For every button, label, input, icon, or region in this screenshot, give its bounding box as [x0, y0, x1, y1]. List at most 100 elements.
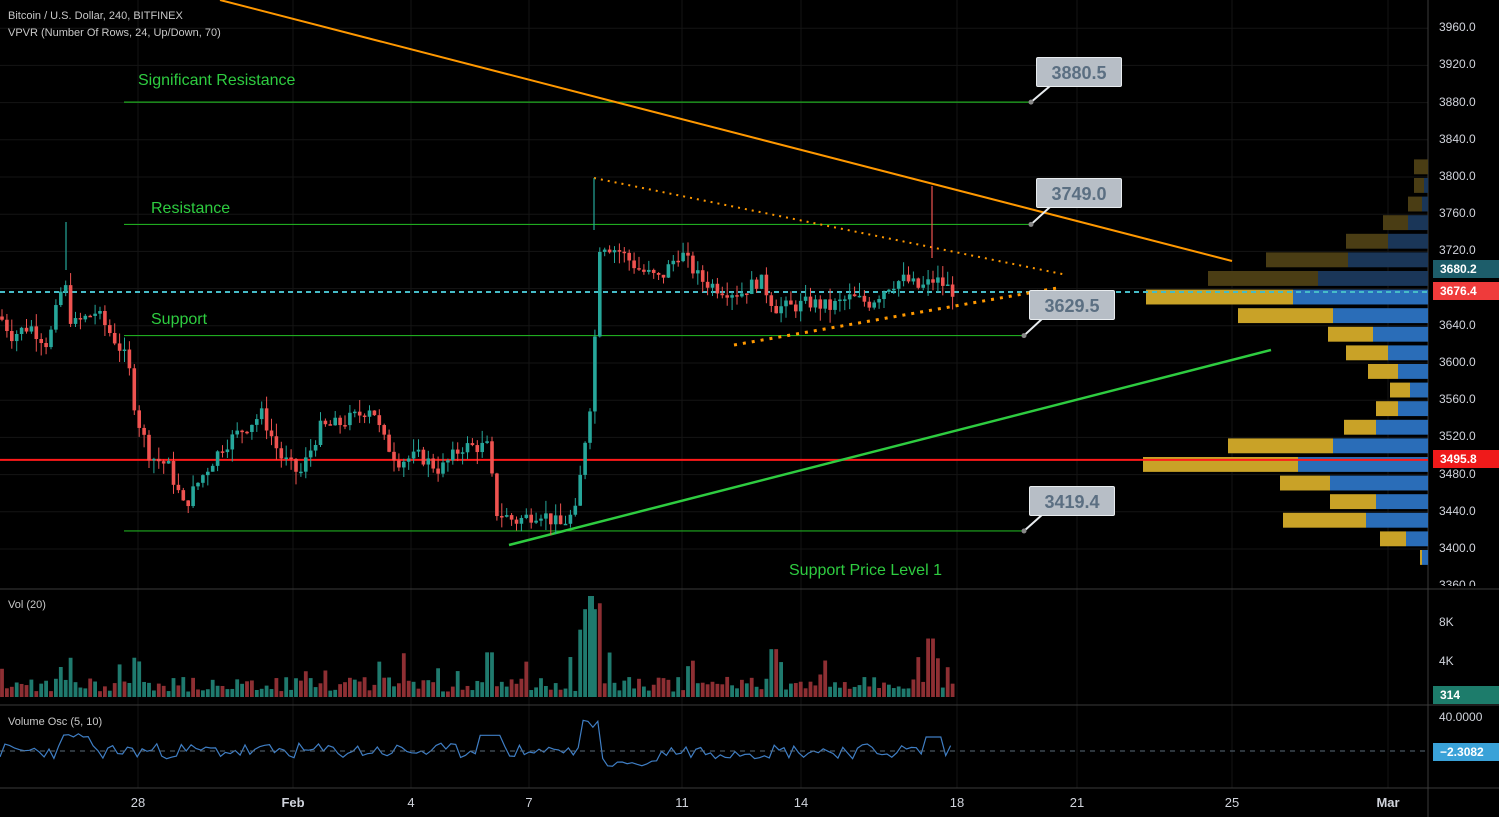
candle-up — [524, 514, 529, 518]
volume-bar — [862, 677, 867, 697]
volume-bar — [637, 678, 641, 697]
volume-bar — [877, 687, 881, 697]
candle-up — [416, 449, 421, 452]
orange-dotted-lower — [733, 286, 1058, 347]
candle-down — [176, 484, 181, 491]
candle-up — [583, 442, 587, 475]
volume-bar — [813, 685, 818, 697]
volume-bar — [759, 689, 764, 697]
candle-up — [813, 299, 818, 308]
candle-down — [455, 449, 460, 454]
volume-bar — [338, 684, 342, 697]
volume-bar — [0, 668, 4, 697]
candle-down — [264, 408, 269, 431]
volume-bar — [627, 677, 632, 697]
price-tick: 3840.0 — [1439, 131, 1476, 146]
callout-3419[interactable]: 3419.4 — [1029, 486, 1115, 516]
candle-up — [299, 471, 303, 474]
date-tick: 14 — [793, 795, 809, 810]
candle-up — [921, 284, 925, 288]
volume-bar — [617, 690, 622, 697]
volume-bar — [9, 686, 14, 697]
candle-down — [794, 304, 798, 312]
vpvr-down-bar — [1414, 178, 1424, 193]
date-tick: 7 — [525, 795, 533, 810]
price-tick: 3560.0 — [1439, 392, 1476, 407]
oscillator-last-badge: −2.3082 — [1433, 743, 1499, 761]
candle-up — [230, 434, 235, 450]
price-tick: 3520.0 — [1439, 429, 1476, 444]
callout-3880[interactable]: 3880.5 — [1036, 57, 1122, 87]
candle-down — [39, 339, 43, 344]
volume-bar — [318, 683, 323, 697]
candle-up — [49, 329, 53, 348]
volume-bar — [421, 680, 426, 697]
candle-up — [63, 285, 68, 292]
volume-bar — [671, 691, 676, 697]
oscillator-pane-label[interactable]: Volume Osc (5, 10) — [8, 716, 103, 728]
vpvr-up-bar — [1293, 289, 1428, 305]
vpvr-down-bar — [1266, 252, 1348, 268]
candle-down — [627, 252, 631, 261]
volume-bar — [715, 683, 720, 697]
volume-bar — [710, 681, 715, 697]
candle-up — [563, 523, 568, 526]
callout-anchor — [1021, 333, 1027, 339]
volume-bar — [945, 667, 950, 697]
candle-up — [877, 299, 881, 303]
volume-bar — [465, 685, 470, 697]
volume-bar — [823, 660, 828, 697]
annotation-significant-resistance[interactable]: Significant Resistance — [138, 72, 296, 89]
candle-down — [490, 441, 494, 474]
volume-bar — [921, 681, 926, 697]
volume-bar — [34, 691, 39, 697]
callout-3749[interactable]: 3749.0 — [1036, 178, 1122, 208]
candle-down — [764, 274, 769, 296]
volume-bar — [343, 682, 347, 697]
candle-up — [803, 296, 808, 301]
candle-down — [720, 293, 725, 296]
volume-bar — [578, 629, 583, 697]
volume-bar — [583, 609, 587, 697]
candle-down — [137, 410, 141, 428]
candle-down — [715, 283, 720, 294]
volume-bar — [73, 682, 78, 697]
vpvr-up-bar — [1424, 178, 1428, 193]
annotation-support-level-1[interactable]: Support Price Level 1 — [789, 562, 942, 579]
vpvr-indicator-label[interactable]: VPVR (Number Of Rows, 24, Up/Down, 70) — [8, 27, 221, 39]
volume-bar — [563, 688, 568, 697]
volume-bar — [470, 690, 475, 697]
candle-up — [152, 458, 156, 461]
volume-bar — [651, 684, 656, 697]
candle-up — [166, 460, 171, 464]
volume-bar — [950, 683, 955, 697]
volume-bar — [744, 683, 749, 697]
price-tick: 3760.0 — [1439, 206, 1476, 221]
candle-down — [622, 251, 627, 254]
volume-bar — [411, 681, 416, 697]
candle-down — [269, 430, 274, 437]
volume-bar — [749, 677, 754, 697]
symbol-title[interactable]: Bitcoin / U.S. Dollar, 240, BITFINEX — [8, 10, 183, 22]
candle-down — [431, 458, 435, 469]
callout-3629[interactable]: 3629.5 — [1029, 290, 1115, 320]
volume-pane-label[interactable]: Vol (20) — [8, 599, 46, 611]
volume-bar — [529, 690, 534, 697]
annotation-resistance[interactable]: Resistance — [151, 200, 231, 217]
volume-bar — [803, 688, 808, 697]
annotation-support[interactable]: Support — [151, 311, 208, 328]
candle-down — [509, 515, 514, 520]
candle-down — [906, 274, 911, 282]
volume-bar — [176, 685, 181, 697]
candle-up — [892, 288, 896, 291]
volume-bar — [78, 687, 83, 697]
candle-down — [495, 473, 499, 517]
callout-pointer — [1023, 317, 1044, 337]
candle-up — [225, 449, 230, 453]
volume-bar — [103, 686, 107, 697]
candle-up — [681, 252, 685, 262]
candle-down — [514, 519, 519, 524]
vpvr-up-bar — [1388, 345, 1428, 361]
